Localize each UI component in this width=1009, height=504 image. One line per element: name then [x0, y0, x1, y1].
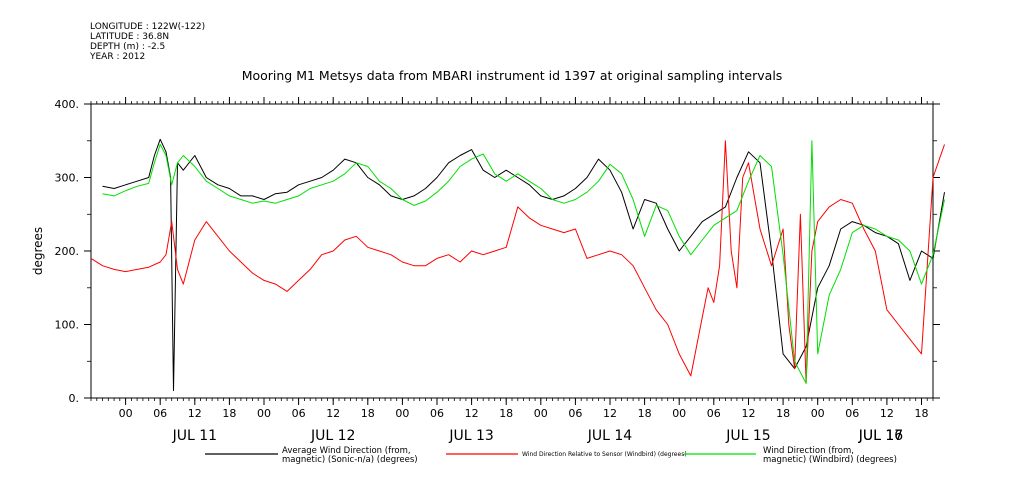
x-tick-label: 18 [638, 407, 652, 420]
x-tick-label: 12 [188, 407, 202, 420]
x-tick-label: 00 [811, 407, 825, 420]
y-axis-label: degrees [31, 227, 45, 275]
y-tick-label: 400. [55, 98, 80, 111]
x-tick-label: 12 [880, 407, 894, 420]
legend-label-1: Average Wind Direction (from, [282, 446, 411, 456]
x-tick-label: 06 [292, 407, 306, 420]
latitude-label: LATITUDE : 36.8N [90, 32, 170, 42]
x-tick-label: 00 [257, 407, 271, 420]
x-tick-label: 18 [915, 407, 929, 420]
x-tick-label: 12 [326, 407, 340, 420]
x-tick-label: 06 [568, 407, 582, 420]
x-day-label: JUL 12 [310, 428, 355, 444]
x-tick-label: 18 [222, 407, 236, 420]
x-tick-label: 06 [845, 407, 859, 420]
x-day-label: JUL 17 [858, 428, 903, 444]
x-day-label: JUL 15 [725, 428, 770, 444]
legend-label-3: magnetic) (Windbird) (degrees) [763, 455, 897, 465]
y-tick-label: 300. [55, 172, 80, 185]
x-tick-label: 18 [776, 407, 790, 420]
x-tick-label: 06 [707, 407, 721, 420]
x-tick-label: 00 [534, 407, 548, 420]
chart-title: Mooring M1 Metsys data from MBARI instru… [242, 68, 783, 83]
x-tick-label: 12 [742, 407, 756, 420]
x-tick-label: 00 [119, 407, 133, 420]
series-lines [90, 138, 945, 392]
x-tick-label: 00 [395, 407, 409, 420]
x-day-label: JUL 11 [172, 428, 217, 444]
x-day-label: JUL 16 [858, 428, 904, 444]
x-day-label: JUL 13 [448, 428, 493, 444]
x-tick-label: 12 [603, 407, 617, 420]
y-tick-label: 0. [69, 392, 80, 405]
axis-ticks: 00 06 12 18 00 06 12 18 00 06 12 18 00 06 12 18 00 06 12 18… [55, 97, 940, 444]
metadata-block: LONGITUDE : 122W(-122) LATITUDE : 36.8N … [90, 22, 205, 62]
x-tick-label: 00 [672, 407, 686, 420]
legend-label-2: Wind Direction Relative to Sensor (Windb… [522, 451, 687, 458]
y-tick-label: 200. [55, 245, 80, 258]
series-line-2 [90, 140, 945, 384]
x-tick-label: 06 [430, 407, 444, 420]
longitude-label: LONGITUDE : 122W(-122) [90, 22, 206, 32]
legend-label-1: magnetic) (Sonic-n/a) (degrees) [282, 455, 418, 465]
depth-label: DEPTH (m) : -2.5 [90, 42, 166, 52]
x-tick-label: 18 [361, 407, 375, 420]
legend-label-3: Wind Direction (from, [763, 446, 854, 456]
x-tick-label: 18 [499, 407, 513, 420]
year-label: YEAR : 2012 [90, 52, 146, 62]
y-tick-label: 100. [55, 319, 80, 332]
series-line-3 [102, 140, 945, 384]
x-tick-label: 12 [465, 407, 479, 420]
x-day-label: JUL 14 [587, 428, 633, 444]
x-tick-label: 06 [153, 407, 167, 420]
legend: Average Wind Direction (from,magnetic) (… [205, 446, 897, 465]
